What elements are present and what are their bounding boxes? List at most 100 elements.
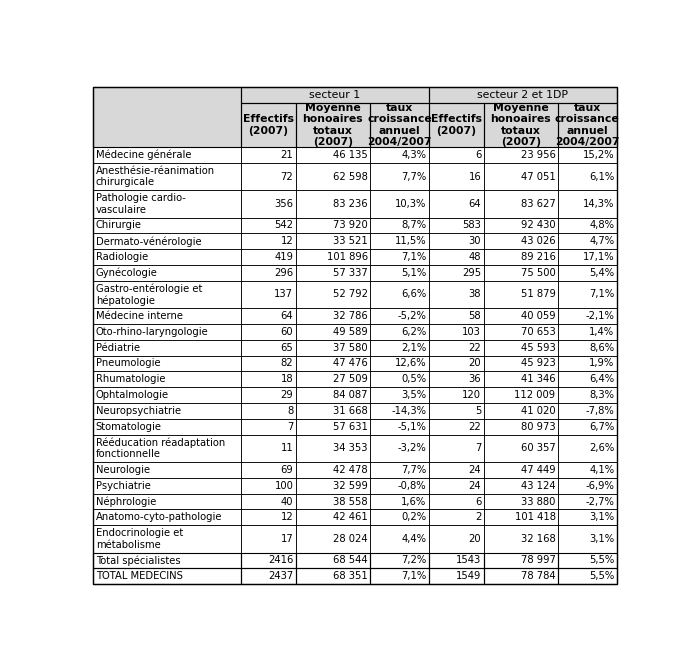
Bar bbox=[241, 526, 295, 552]
Text: 22: 22 bbox=[468, 422, 481, 432]
Bar bbox=[484, 478, 558, 494]
Text: Médecine interne: Médecine interne bbox=[95, 311, 183, 321]
Bar bbox=[558, 462, 617, 478]
Bar bbox=[295, 281, 370, 308]
Text: Chirurgie: Chirurgie bbox=[95, 220, 142, 230]
Bar bbox=[558, 163, 617, 190]
Text: 6,1%: 6,1% bbox=[589, 171, 614, 181]
Text: 49 589: 49 589 bbox=[333, 327, 367, 337]
Bar bbox=[484, 509, 558, 526]
Bar bbox=[370, 103, 429, 147]
Bar bbox=[484, 419, 558, 435]
Text: 1,6%: 1,6% bbox=[401, 497, 426, 507]
Bar bbox=[241, 249, 295, 265]
Bar bbox=[558, 147, 617, 163]
Bar bbox=[93, 372, 241, 387]
Bar bbox=[370, 233, 429, 249]
Bar bbox=[93, 372, 241, 387]
Bar bbox=[295, 249, 370, 265]
Bar bbox=[295, 355, 370, 372]
Bar bbox=[241, 355, 295, 372]
Bar bbox=[429, 372, 484, 387]
Bar bbox=[429, 419, 484, 435]
Bar bbox=[429, 509, 484, 526]
Text: 89 216: 89 216 bbox=[520, 252, 556, 262]
Bar bbox=[295, 249, 370, 265]
Bar bbox=[241, 340, 295, 355]
Text: 3,5%: 3,5% bbox=[401, 390, 426, 400]
Bar bbox=[484, 569, 558, 584]
Bar bbox=[558, 478, 617, 494]
Bar bbox=[93, 419, 241, 435]
Bar bbox=[429, 87, 617, 103]
Text: 20: 20 bbox=[468, 358, 481, 368]
Bar bbox=[558, 494, 617, 509]
Bar bbox=[93, 435, 241, 462]
Bar bbox=[241, 478, 295, 494]
Bar bbox=[93, 324, 241, 340]
Bar bbox=[558, 387, 617, 403]
Bar bbox=[484, 281, 558, 308]
Bar bbox=[93, 403, 241, 419]
Bar bbox=[370, 324, 429, 340]
Bar bbox=[295, 233, 370, 249]
Text: 14,3%: 14,3% bbox=[583, 199, 614, 209]
Bar bbox=[241, 190, 295, 218]
Bar bbox=[241, 87, 429, 103]
Bar bbox=[241, 494, 295, 509]
Bar bbox=[370, 281, 429, 308]
Bar bbox=[558, 340, 617, 355]
Bar bbox=[241, 233, 295, 249]
Bar bbox=[484, 265, 558, 281]
Text: -5,1%: -5,1% bbox=[397, 422, 426, 432]
Bar bbox=[295, 526, 370, 552]
Bar bbox=[93, 147, 241, 163]
Text: 22: 22 bbox=[468, 343, 481, 353]
Bar bbox=[370, 494, 429, 509]
Bar bbox=[241, 552, 295, 569]
Bar bbox=[93, 308, 241, 324]
Bar bbox=[558, 372, 617, 387]
Bar bbox=[295, 435, 370, 462]
Bar bbox=[241, 509, 295, 526]
Text: 7: 7 bbox=[287, 422, 293, 432]
Text: 1549: 1549 bbox=[456, 571, 481, 581]
Text: 33 521: 33 521 bbox=[333, 237, 367, 246]
Text: 295: 295 bbox=[462, 268, 481, 278]
Bar bbox=[241, 103, 295, 147]
Text: -14,3%: -14,3% bbox=[392, 406, 426, 416]
Bar bbox=[241, 387, 295, 403]
Bar bbox=[370, 324, 429, 340]
Bar bbox=[558, 233, 617, 249]
Text: 18: 18 bbox=[281, 374, 293, 384]
Bar bbox=[93, 308, 241, 324]
Text: -3,2%: -3,2% bbox=[398, 444, 426, 454]
Bar bbox=[93, 509, 241, 526]
Text: Gynécologie: Gynécologie bbox=[95, 267, 158, 278]
Bar bbox=[558, 419, 617, 435]
Bar bbox=[558, 324, 617, 340]
Bar bbox=[484, 233, 558, 249]
Text: 52 792: 52 792 bbox=[333, 290, 367, 300]
Bar bbox=[370, 569, 429, 584]
Bar bbox=[370, 249, 429, 265]
Text: 34 353: 34 353 bbox=[334, 444, 367, 454]
Bar bbox=[295, 403, 370, 419]
Text: 11,5%: 11,5% bbox=[394, 237, 426, 246]
Bar bbox=[93, 249, 241, 265]
Bar bbox=[93, 265, 241, 281]
Text: 41 020: 41 020 bbox=[521, 406, 556, 416]
Text: Néphrologie: Néphrologie bbox=[95, 497, 156, 507]
Bar bbox=[558, 526, 617, 552]
Bar bbox=[295, 308, 370, 324]
Bar bbox=[295, 435, 370, 462]
Bar bbox=[429, 387, 484, 403]
Bar bbox=[484, 308, 558, 324]
Bar bbox=[370, 218, 429, 233]
Bar bbox=[429, 355, 484, 372]
Bar bbox=[370, 552, 429, 569]
Bar bbox=[241, 265, 295, 281]
Bar bbox=[295, 281, 370, 308]
Bar bbox=[93, 355, 241, 372]
Bar bbox=[429, 324, 484, 340]
